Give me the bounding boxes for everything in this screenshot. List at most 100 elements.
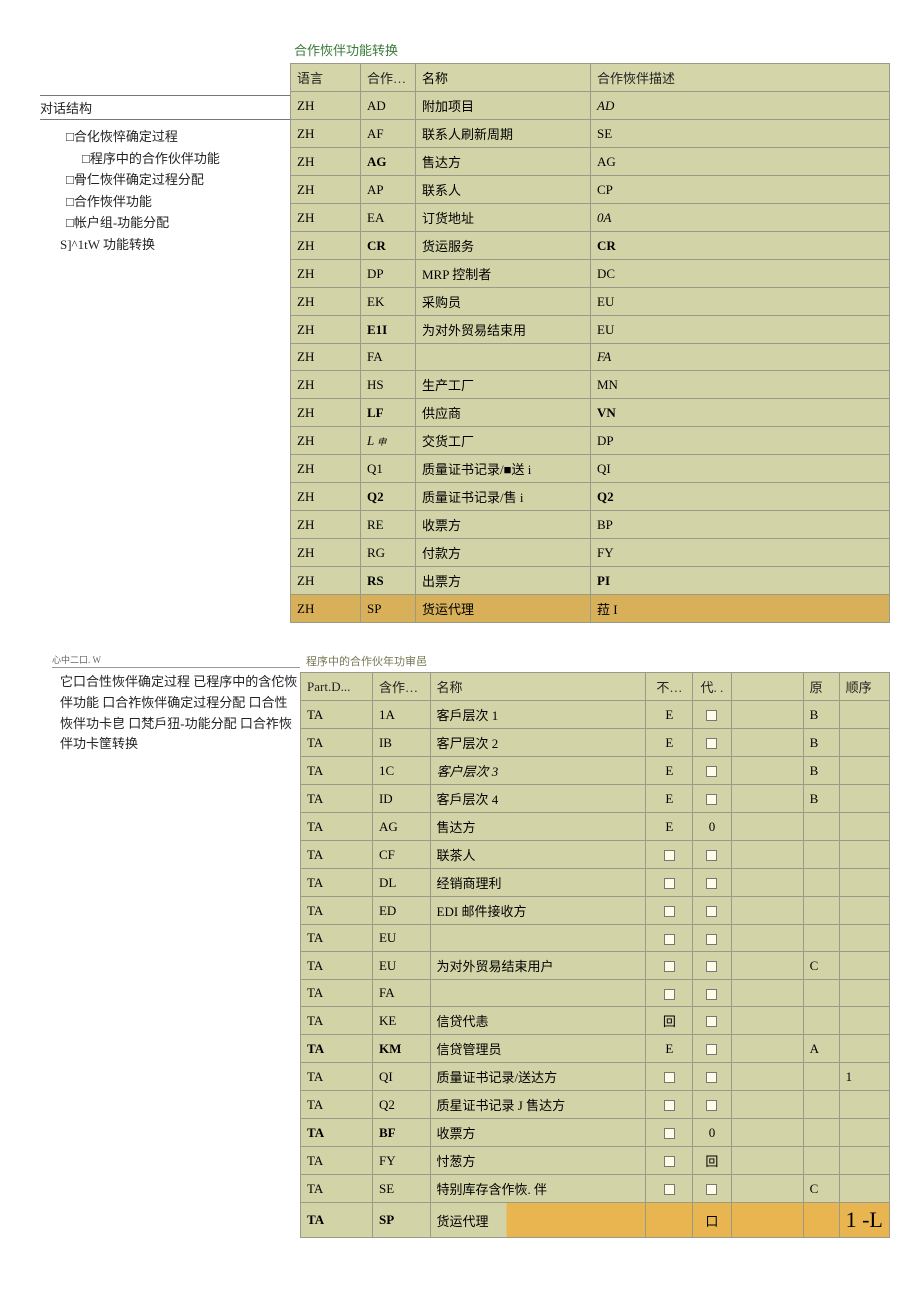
- table-row[interactable]: TAQI质量证书记录/送达方1: [301, 1063, 890, 1091]
- column-header[interactable]: 合作恢伴描述: [591, 64, 890, 92]
- column-header[interactable]: 不…: [646, 673, 693, 701]
- checkbox-icon[interactable]: [664, 1128, 675, 1139]
- table-row[interactable]: TAAG售达方E0: [301, 813, 890, 841]
- table-row[interactable]: ZHE1I为对外贸易结束用EU: [291, 316, 890, 344]
- table-row[interactable]: ZHQ2质量证书记录/售 iQ2: [291, 483, 890, 511]
- column-header[interactable]: 顺序: [839, 673, 889, 701]
- table-cell: E: [646, 785, 693, 813]
- table-row[interactable]: ZHCR货运服务CR: [291, 232, 890, 260]
- column-header[interactable]: 名称: [430, 673, 646, 701]
- checkbox-icon[interactable]: [664, 1100, 675, 1111]
- column-header[interactable]: 代. .: [693, 673, 731, 701]
- table-row[interactable]: TAEU: [301, 925, 890, 952]
- table-cell: C: [803, 1175, 839, 1203]
- checkbox-icon[interactable]: [706, 906, 717, 917]
- table-cell: 交货工厂: [416, 427, 591, 455]
- checkbox-icon[interactable]: [706, 1184, 717, 1195]
- table-row[interactable]: ZHFAFA: [291, 344, 890, 371]
- checkbox-icon[interactable]: [664, 989, 675, 1000]
- table-cell: TA: [301, 813, 373, 841]
- table-row[interactable]: ZHL 申交货工厂DP: [291, 427, 890, 455]
- table-cell: EA: [361, 204, 416, 232]
- table-row[interactable]: ZHAG售达方AG: [291, 148, 890, 176]
- checkbox-icon[interactable]: [706, 1100, 717, 1111]
- table-cell: [646, 1175, 693, 1203]
- table-cell: Q2: [372, 1091, 430, 1119]
- tree-item[interactable]: □合化恢悴确定过程: [66, 126, 290, 148]
- tree-item[interactable]: □帐户组-功能分配: [66, 212, 290, 234]
- table-row[interactable]: TASP货运代理口1 -L: [301, 1203, 890, 1238]
- checkbox-icon[interactable]: [664, 850, 675, 861]
- table-row[interactable]: ZHRG付款方FY: [291, 539, 890, 567]
- checkbox-icon[interactable]: [706, 878, 717, 889]
- checkbox-icon[interactable]: [706, 794, 717, 805]
- checkbox-icon[interactable]: [664, 1072, 675, 1083]
- table-cell: [731, 785, 803, 813]
- checkbox-icon[interactable]: [706, 766, 717, 777]
- table-row[interactable]: TAFY忖葱方回: [301, 1147, 890, 1175]
- table-cell: 客戶层次 1: [430, 701, 646, 729]
- column-header[interactable]: 合作…: [361, 64, 416, 92]
- table-cell: IB: [372, 729, 430, 757]
- table-row[interactable]: ZHRS出票方PI: [291, 567, 890, 595]
- table-row[interactable]: ZHSP货运代理菈 I: [291, 595, 890, 623]
- table-cell: [693, 701, 731, 729]
- table-row[interactable]: ZHAP联系人CP: [291, 176, 890, 204]
- checkbox-icon[interactable]: [664, 906, 675, 917]
- table-row[interactable]: TAID客戶层次 4EB: [301, 785, 890, 813]
- checkbox-icon[interactable]: [706, 738, 717, 749]
- table-cell: [416, 344, 591, 371]
- table-row[interactable]: TAFA: [301, 980, 890, 1007]
- checkbox-icon[interactable]: [706, 989, 717, 1000]
- table-row[interactable]: TA1A客戶层次 1EB: [301, 701, 890, 729]
- checkbox-icon[interactable]: [664, 961, 675, 972]
- checkbox-icon[interactable]: [664, 1184, 675, 1195]
- column-header[interactable]: 名称: [416, 64, 591, 92]
- tree-item[interactable]: □程序中的合作伙伴功能: [82, 148, 290, 170]
- table-row[interactable]: TACF联茶人: [301, 841, 890, 869]
- checkbox-icon[interactable]: [706, 961, 717, 972]
- table-row[interactable]: TAKM信贷管理员EA: [301, 1035, 890, 1063]
- table-row[interactable]: ZHQ1质量证书记录/■送 iQI: [291, 455, 890, 483]
- table-row[interactable]: ZHLF供应商VN: [291, 399, 890, 427]
- checkbox-icon[interactable]: [706, 710, 717, 721]
- column-header[interactable]: 原: [803, 673, 839, 701]
- table-row[interactable]: ZHDPMRP 控制者DC: [291, 260, 890, 288]
- table-cell: [731, 757, 803, 785]
- column-header[interactable]: 语言: [291, 64, 361, 92]
- table-cell: 信贷代恚: [430, 1007, 646, 1035]
- table-row[interactable]: TAEU为对外贸易结束用户C: [301, 952, 890, 980]
- column-header[interactable]: Part.D...: [301, 673, 373, 701]
- table-cell: L 申: [361, 427, 416, 455]
- table-row[interactable]: TAKE信贷代恚回: [301, 1007, 890, 1035]
- table-row[interactable]: ZHAF联系人刷新周期SE: [291, 120, 890, 148]
- checkbox-icon[interactable]: [664, 878, 675, 889]
- table-row[interactable]: ZHAD附加项目AD: [291, 92, 890, 120]
- table-row[interactable]: ZHEK采购员EU: [291, 288, 890, 316]
- column-header[interactable]: 含作…: [372, 673, 430, 701]
- table-row[interactable]: TAIB客尸层次 2EB: [301, 729, 890, 757]
- table-row[interactable]: TADL经销商理利: [301, 869, 890, 897]
- table-row[interactable]: ZHHS生产工厂MN: [291, 371, 890, 399]
- table-row[interactable]: ZHEA订货地址0A: [291, 204, 890, 232]
- table-cell: [731, 701, 803, 729]
- table-row[interactable]: TAQ2质星证书记录 J 售达方: [301, 1091, 890, 1119]
- table-cell: TA: [301, 980, 373, 1007]
- checkbox-icon[interactable]: [706, 934, 717, 945]
- checkbox-icon[interactable]: [664, 1156, 675, 1167]
- table-row[interactable]: TAEDEDI 邮件接收方: [301, 897, 890, 925]
- tree-item[interactable]: □骨仁恢伴确定过程分配: [66, 169, 290, 191]
- column-header[interactable]: [731, 673, 803, 701]
- tree-item[interactable]: □合作恢伴功能: [66, 191, 290, 213]
- checkbox-icon[interactable]: [706, 1072, 717, 1083]
- tree-item[interactable]: S]^1tW 功能转换: [60, 234, 290, 256]
- checkbox-icon[interactable]: [706, 1044, 717, 1055]
- table-row[interactable]: TASE特别库存含作恢. 伴C: [301, 1175, 890, 1203]
- table-cell: SE: [591, 120, 890, 148]
- table-row[interactable]: TA1C客户层次 3EB: [301, 757, 890, 785]
- checkbox-icon[interactable]: [706, 1016, 717, 1027]
- table-row[interactable]: TABF收票方0: [301, 1119, 890, 1147]
- table-row[interactable]: ZHRE收票方BP: [291, 511, 890, 539]
- checkbox-icon[interactable]: [664, 934, 675, 945]
- checkbox-icon[interactable]: [706, 850, 717, 861]
